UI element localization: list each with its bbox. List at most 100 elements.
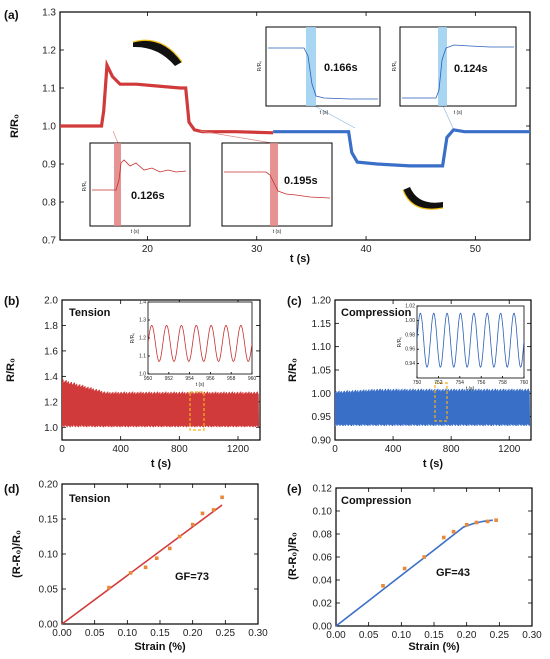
x-tick-label: 800 xyxy=(443,444,460,455)
data-point xyxy=(442,535,446,540)
bent-sensor-tension-icon xyxy=(132,39,183,66)
panel-c-inset-ylabel: R/R₀ xyxy=(397,337,403,348)
zoom-box xyxy=(189,391,205,431)
x-tick-label: 800 xyxy=(171,444,188,455)
y-tick-label: 1.4 xyxy=(139,300,146,306)
y-tick-label: 0.20 xyxy=(39,480,59,491)
y-tick-label: 1.10 xyxy=(312,342,332,353)
data-point xyxy=(107,585,111,590)
y-tick-label: 1.2 xyxy=(44,397,58,408)
y-tick-label: 0.7 xyxy=(42,236,56,247)
y-tick-label: 0.94 xyxy=(405,361,415,367)
panel-d-title: Tension xyxy=(69,493,111,505)
panel-b-title: Tension xyxy=(69,307,111,319)
panel-a-label: (a) xyxy=(4,8,19,22)
panel-d-ylabel: (R-R₀)/R₀ xyxy=(11,530,23,578)
data-point xyxy=(154,556,159,560)
panel-b-inset-xlabel: t (s) xyxy=(196,382,205,388)
x-tick-label: 400 xyxy=(385,444,402,455)
x-tick-label: 1200 xyxy=(498,444,521,455)
data-point xyxy=(402,566,407,571)
x-tick-label: 752 xyxy=(434,380,443,386)
panel-c-ylabel: R/R₀ xyxy=(287,358,299,382)
y-tick-label: 0.98 xyxy=(405,332,415,338)
y-tick-label: 0.90 xyxy=(312,436,332,447)
highlight-band xyxy=(306,27,316,106)
panel-e-fit-line xyxy=(335,519,493,627)
y-tick-label: 1.0 xyxy=(139,372,146,378)
data-point xyxy=(177,534,182,539)
y-tick-label: 1.05 xyxy=(312,366,332,377)
y-tick-label: 1.0 xyxy=(44,423,58,434)
y-tick-label: 0.15 xyxy=(39,515,59,526)
x-tick-label: 760 xyxy=(520,380,529,386)
y-tick-label: 0.96 xyxy=(405,347,415,353)
inset-a3-ylabel: R/R₀ xyxy=(257,61,263,72)
highlight-band xyxy=(438,27,447,106)
panel-b-label: (b) xyxy=(4,294,19,308)
inset-a1-xlabel: t (s) xyxy=(131,229,140,235)
y-tick-label: 0.08 xyxy=(313,530,333,541)
x-tick-label: 758 xyxy=(498,380,507,386)
y-tick-label: 0.04 xyxy=(313,576,333,587)
panel-e-title: Compression xyxy=(341,495,412,507)
panel-d-points xyxy=(107,495,224,590)
panel-d-xlabel: Strain (%) xyxy=(134,641,186,653)
y-tick-label: 1.3 xyxy=(42,8,56,19)
data-point xyxy=(485,519,490,524)
y-tick-label: 0.12 xyxy=(313,484,333,495)
panel-e: (e) 0.00 0.05 0.10 0.15 0.20 0.25 0.30 0.00 0.02… xyxy=(287,482,542,653)
panel-e-frame xyxy=(335,487,533,627)
panel-b-frame xyxy=(61,299,261,441)
y-tick-label: 1.6 xyxy=(44,346,58,357)
x-tick-label: 0.15 xyxy=(424,630,444,641)
panel-d-gf: GF=73 xyxy=(175,571,209,583)
data-point xyxy=(381,584,385,588)
inset-a4-ylabel: R/R₀ xyxy=(392,61,398,72)
y-tick-label: 1.2 xyxy=(139,336,146,342)
inset-a1: 0.126s t (s) R/R₀ xyxy=(82,142,191,235)
panel-d-label: (d) xyxy=(4,482,19,496)
x-tick-label: 756 xyxy=(477,380,486,386)
x-tick-label: 0.25 xyxy=(490,630,510,641)
inset-a3: 0.166s t (s) R/R₀ xyxy=(257,26,381,116)
panel-d-ticks: 0.00 0.05 0.10 0.15 0.20 0.25 0.30 0.00 0.05 0.10… xyxy=(39,480,269,640)
panel-e-points xyxy=(381,518,498,588)
x-tick-label: 952 xyxy=(165,376,174,382)
inset-a1-ylabel: R/R₀ xyxy=(82,181,88,192)
x-tick-label: 0 xyxy=(332,444,338,455)
x-tick-label: 0.20 xyxy=(457,630,477,641)
x-tick-label: 754 xyxy=(456,380,465,386)
data-point xyxy=(190,522,195,527)
x-tick-label: 0.30 xyxy=(522,630,542,641)
signal-line xyxy=(62,379,260,428)
x-tick-label: 750 xyxy=(413,380,422,386)
y-tick-label: 1.02 xyxy=(405,304,415,310)
data-point xyxy=(451,529,456,534)
bent-sensor-compression-icon xyxy=(402,187,444,210)
y-tick-label: 1.1 xyxy=(42,84,56,95)
signal-line xyxy=(335,388,531,427)
inset-a2-time: 0.195s xyxy=(284,175,318,187)
x-tick-label: 0.05 xyxy=(85,628,105,639)
data-point xyxy=(143,565,148,570)
series-blue-line xyxy=(273,128,530,168)
x-tick-label: 0 xyxy=(59,444,65,455)
panel-b-inset-ylabel: R/R₀ xyxy=(130,333,136,344)
x-tick-label: 0.15 xyxy=(150,628,170,639)
panel-c-inset-xlabel: t (s) xyxy=(466,386,475,392)
panel-b: (b) 0 400 800 1200 1.0 1.2 1.4 1.6 1.8 2.0 Tensio… xyxy=(4,294,261,470)
x-tick-label: 0.10 xyxy=(392,630,412,641)
connector-lines xyxy=(112,105,454,144)
data-point xyxy=(474,520,479,525)
inset-a2-xlabel: t (s) xyxy=(273,229,282,235)
x-tick-label: 0.00 xyxy=(326,630,346,641)
y-tick-label: 1.15 xyxy=(312,319,332,330)
y-tick-label: 0.00 xyxy=(313,622,333,633)
panel-c-signal-band xyxy=(335,388,531,427)
data-point xyxy=(220,495,224,500)
panel-b-ticks: 0 400 800 1200 1.0 1.2 1.4 1.6 1.8 2.0 xyxy=(44,296,260,455)
x-tick-label: 954 xyxy=(185,376,194,382)
panel-a-ylabel: R/R₀ xyxy=(9,114,21,138)
